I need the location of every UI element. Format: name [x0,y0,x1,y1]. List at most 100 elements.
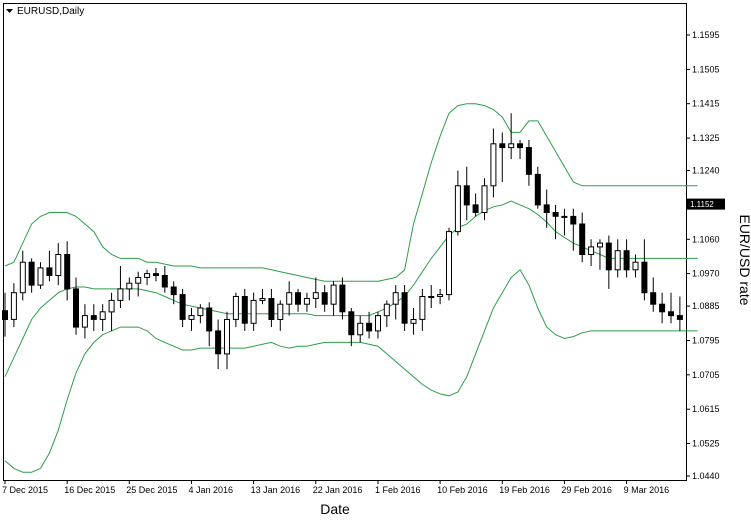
candle-body-bearish [268,298,275,320]
x-tick-label: 22 Jan 2016 [313,485,363,495]
candle [428,285,435,308]
candle [215,319,222,370]
candle-body-bullish [99,311,106,320]
candle [570,208,577,251]
candle-body-bullish [224,319,230,355]
candle-body-bearish [366,322,373,332]
candle [454,170,461,236]
candle-body-bullish [232,296,239,320]
candle-body-bullish [10,292,17,320]
candle-body-bearish [206,307,213,332]
candle [650,277,657,312]
candle-body-bearish [552,212,559,217]
candle [641,239,648,301]
candle-body-bullish [508,143,515,149]
candle [37,262,44,289]
candle-body-bullish [446,231,452,296]
candle-body-bullish [410,319,417,324]
current-price-tag [687,198,725,210]
candle-body-bullish [481,185,488,214]
candle [543,189,550,228]
y-tick-label: 1.0795 [692,336,720,346]
candle [90,304,97,331]
candles [2,113,683,370]
candle-body-bullish [490,143,497,187]
y-tick-label: 1.0970 [692,269,720,279]
candle [108,292,115,331]
candle-body-bullish [277,303,284,321]
candle-body-bearish [525,147,532,175]
candle-body-bearish [534,173,541,206]
x-tick-label: 10 Feb 2016 [437,485,488,495]
candle-body-bearish [641,261,648,294]
candle [525,140,532,186]
candle-body-bearish [499,143,506,149]
y-tick-label: 1.0440 [692,471,720,481]
candle-body-bearish [659,303,666,313]
candle [446,227,452,301]
candle-body-bullish [312,292,319,299]
candle [286,281,293,316]
candle [303,292,310,312]
candle-body-bullish [454,185,461,233]
candle [259,288,266,305]
candle-body-bearish [241,296,248,324]
candle-body-bullish [259,298,266,301]
x-tick-label: 16 Dec 2015 [64,485,115,495]
candle-body-bullish [437,294,444,298]
candle-body-bearish [170,286,177,296]
candle [126,277,133,301]
candle-body-bullish [419,296,426,320]
triangle-down-icon[interactable] [6,9,13,13]
candle-body-bearish [295,292,301,305]
candle [179,288,186,328]
symbol-menu[interactable]: EURUSD,Daily [6,6,84,17]
candle-body-bullish [144,273,151,278]
candle-body-bullish [632,261,639,271]
candle [10,283,17,328]
candle-body-bearish [348,311,355,336]
x-tick-label: 4 Jan 2016 [189,485,234,495]
candle-body-bullish [597,242,603,248]
candle [605,235,612,289]
candle-body-bearish [463,185,470,206]
candle-body-bearish [579,223,586,255]
candle-body-bullish [19,261,26,294]
x-tick-label: 19 Feb 2016 [499,485,550,495]
candle-body-bearish [676,315,683,320]
candle-body-bearish [2,310,8,321]
candle [224,311,230,370]
candle [579,212,586,263]
candle-body-bearish [321,292,328,305]
candle [161,266,168,293]
x-axis-title: Date [320,501,350,517]
candle-body-bullish [286,292,293,305]
y-tick-label: 1.0615 [692,404,720,414]
candle [144,269,151,286]
candle [366,311,373,339]
candle [410,308,417,335]
candle [64,241,71,301]
y-tick-label: 1.1240 [692,166,720,176]
symbol-title: EURUSD,Daily [17,6,84,17]
y-tick-label: 1.1505 [692,64,720,74]
candle [339,277,346,320]
candle-body-bearish [215,330,222,355]
candle [490,128,497,198]
y-tick-label: 1.1060 [692,234,720,244]
candle-body-bullish [357,322,364,336]
candle [2,292,8,337]
candle [241,288,248,331]
candle-body-bullish [197,307,204,317]
candle [437,288,444,305]
candle [508,113,515,160]
candle-body-bullish [614,250,621,271]
candle-body-bearish [517,143,523,149]
candle [534,166,541,209]
candle [614,239,621,278]
candle [561,208,568,236]
candle [117,266,124,308]
candle [375,311,381,339]
candle-body-bearish [605,242,612,271]
